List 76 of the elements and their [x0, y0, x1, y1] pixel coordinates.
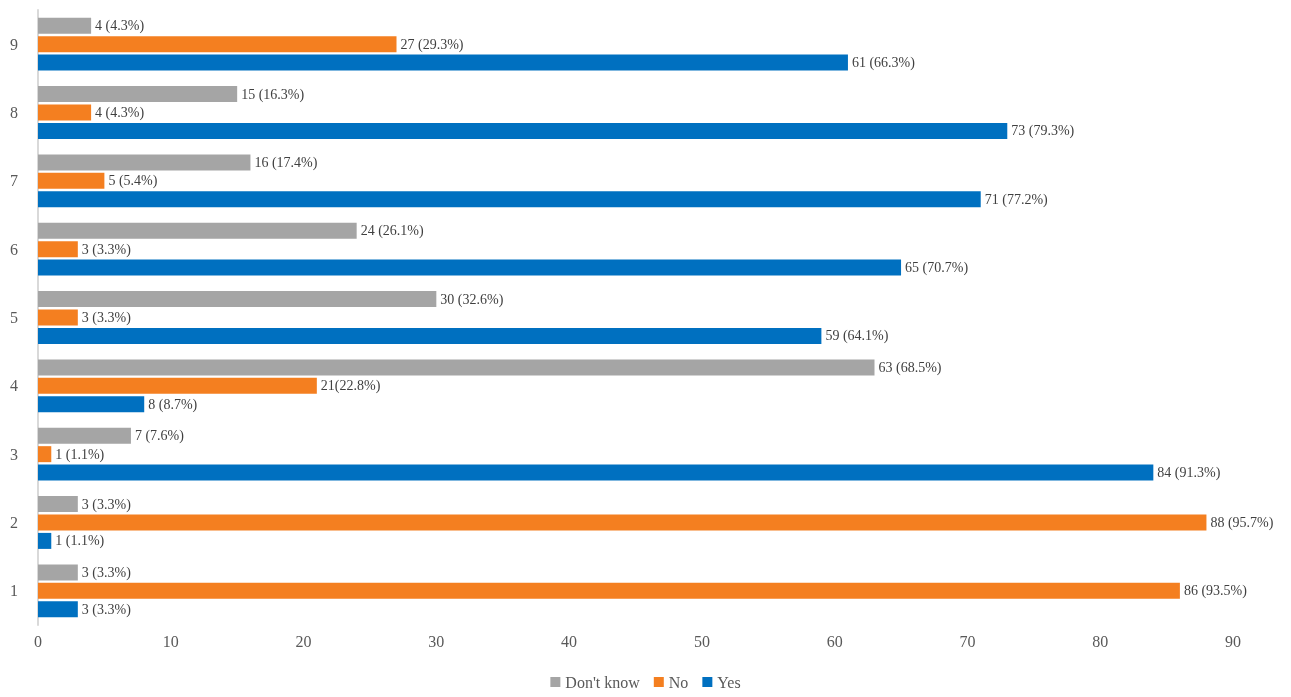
data-label: 3 (3.3%) — [81, 601, 132, 618]
y-tick-label: 8 — [10, 104, 18, 121]
data-label: 86 (93.5%) — [1183, 583, 1248, 600]
data-label: 7 (7.6%) — [134, 428, 185, 445]
bar — [38, 327, 822, 344]
data-label: 15 (16.3%) — [241, 86, 305, 103]
data-label: 59 (64.1%) — [825, 328, 889, 345]
bar — [38, 172, 105, 189]
data-label: 1 (1.1%) — [55, 533, 105, 550]
y-tick-label: 2 — [10, 514, 18, 531]
y-tick-label: 4 — [10, 377, 18, 395]
bar — [38, 291, 437, 308]
x-tick-label: 70 — [959, 632, 976, 650]
bar — [38, 359, 875, 376]
data-label: 27 (29.3%) — [400, 36, 464, 53]
bar — [38, 446, 52, 463]
bar — [38, 396, 145, 413]
data-label: 88 (95.7%) — [1210, 515, 1274, 531]
legend-label: No — [668, 673, 689, 691]
data-label: 4 (4.3%) — [95, 105, 145, 121]
data-label: 3 (3.3%) — [81, 496, 132, 513]
bar — [38, 122, 1008, 139]
y-tick-label: 9 — [10, 35, 18, 53]
data-label: 8 (8.7%) — [148, 396, 198, 413]
data-label: 5 (5.4%) — [108, 173, 158, 190]
bar — [38, 601, 78, 618]
data-label: 65 (70.7%) — [905, 260, 969, 277]
data-label: 71 (77.2%) — [984, 191, 1049, 208]
y-tick-label: 6 — [10, 240, 18, 258]
data-label: 30 (32.6%) — [440, 291, 504, 308]
legend-label: Don't know — [565, 673, 641, 691]
bar — [38, 496, 78, 513]
data-label: 21(22.8%) — [320, 378, 381, 395]
data-label: 84 (91.3%) — [1157, 465, 1221, 482]
data-label: 16 (17.4%) — [254, 154, 318, 171]
bar — [38, 259, 902, 276]
x-tick-label: 50 — [693, 632, 710, 650]
x-tick-label: 60 — [826, 632, 843, 650]
data-label: 63 (68.5%) — [878, 359, 942, 376]
data-label: 3 (3.3%) — [81, 310, 132, 326]
y-tick-label: 1 — [10, 582, 18, 600]
y-tick-label: 7 — [10, 172, 18, 190]
bar — [38, 54, 848, 71]
bar — [38, 582, 1180, 599]
bar — [38, 309, 78, 326]
bar — [38, 104, 92, 121]
bar — [38, 17, 92, 34]
data-label: 61 (66.3%) — [851, 55, 916, 72]
data-label: 3 (3.3%) — [81, 241, 132, 258]
data-label: 73 (79.3%) — [1011, 123, 1075, 140]
bar — [38, 36, 397, 53]
bar — [38, 427, 131, 444]
x-tick-label: 80 — [1092, 632, 1109, 650]
data-label: 24 (26.1%) — [360, 223, 424, 240]
bar — [38, 191, 981, 208]
data-label: 4 (4.3%) — [95, 18, 145, 35]
legend-label: Yes — [717, 673, 741, 691]
data-label: 3 (3.3%) — [81, 564, 132, 581]
bar — [38, 222, 357, 239]
x-tick-label: 10 — [162, 632, 179, 650]
bar — [38, 564, 78, 581]
bar — [38, 464, 1154, 481]
bar — [38, 154, 251, 171]
bar — [38, 86, 238, 103]
data-label: 1 (1.1%) — [55, 446, 105, 463]
x-tick-label: 90 — [1225, 632, 1241, 650]
x-tick-label: 20 — [295, 632, 312, 650]
x-tick-label: 0 — [34, 632, 42, 650]
bar — [38, 514, 1207, 531]
x-tick-label: 40 — [561, 632, 578, 650]
y-tick-label: 5 — [10, 309, 18, 326]
bar — [38, 377, 317, 394]
x-tick-label: 30 — [428, 632, 445, 650]
bar — [38, 241, 78, 258]
bar — [38, 532, 52, 549]
y-tick-label: 3 — [10, 445, 18, 463]
